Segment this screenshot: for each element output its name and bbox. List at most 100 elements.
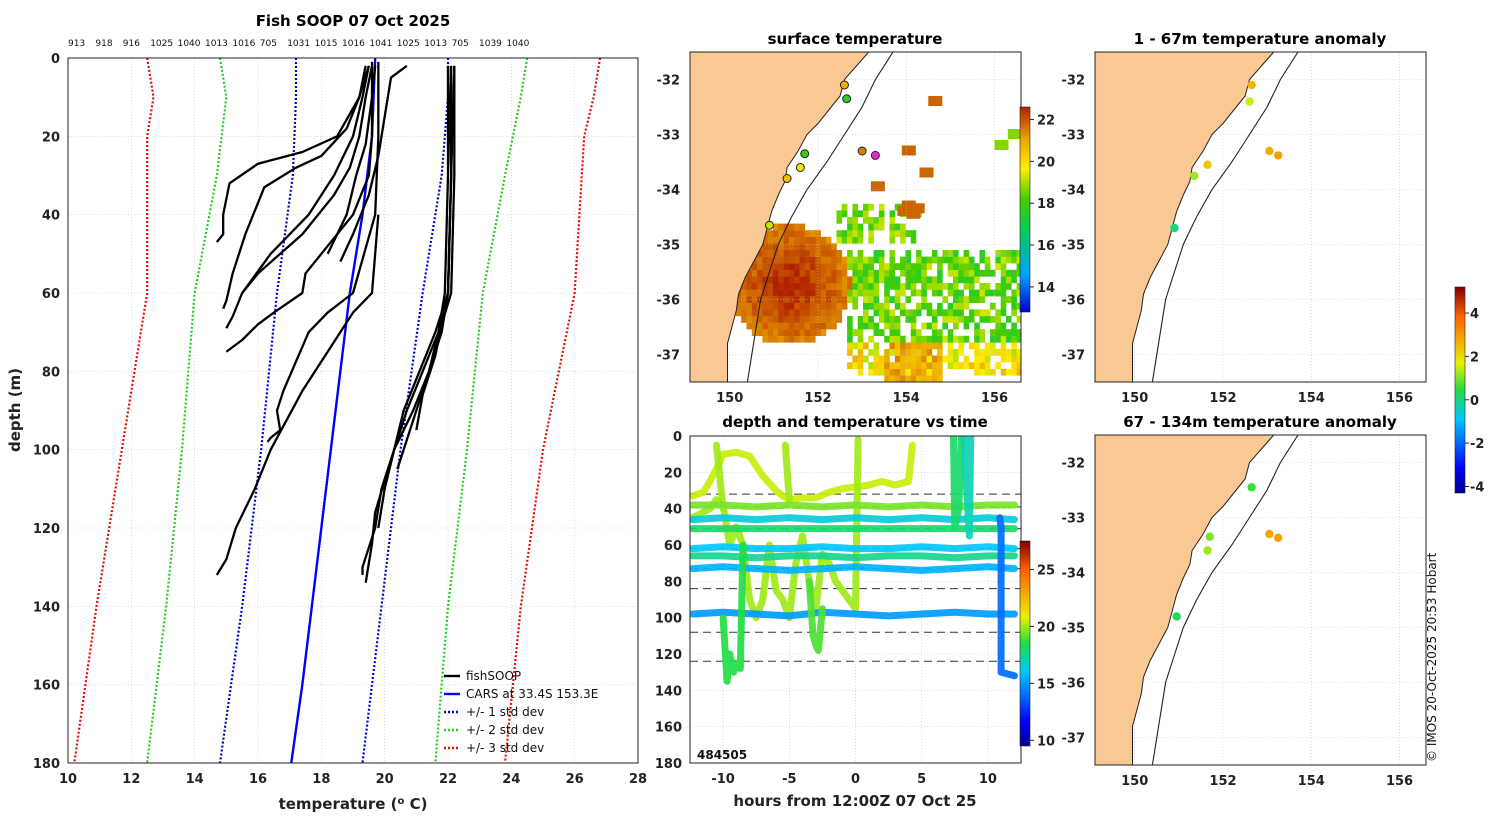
sst-cell xyxy=(921,283,927,290)
sst-cell xyxy=(868,368,874,376)
sst-cell xyxy=(910,342,917,350)
sst-cell xyxy=(788,302,795,310)
depth-time-ytick: 60 xyxy=(664,539,682,554)
watermark: © IMOS 20-Oct-2025 20:53 Hobart xyxy=(1425,552,1439,762)
sst-cell xyxy=(831,302,837,310)
sst-cell xyxy=(863,217,869,224)
profile-top-label: 1013 xyxy=(424,39,447,49)
sst-cell xyxy=(990,289,996,297)
sst-ytick: -37 xyxy=(657,349,681,364)
sst-cell xyxy=(878,269,885,277)
profile-top-label: 1040 xyxy=(178,39,201,49)
sst-cell xyxy=(963,269,970,277)
sst-cell xyxy=(889,349,896,356)
sst-cell xyxy=(783,316,790,323)
sst-cell xyxy=(825,243,832,251)
sst-cell xyxy=(757,289,763,297)
sst-cell xyxy=(746,289,753,297)
sst-cell xyxy=(783,263,790,270)
sst-cell xyxy=(916,276,922,284)
sst-cell xyxy=(994,140,1009,150)
sst-cell xyxy=(900,269,906,277)
anomaly-top-ytick: -36 xyxy=(1062,294,1086,309)
depth-time-xtick: 10 xyxy=(979,772,997,787)
sst-cell xyxy=(1016,329,1021,336)
sst-cell xyxy=(889,217,896,224)
sst-cell xyxy=(847,283,853,290)
sst-cell xyxy=(979,362,986,369)
sst-cell xyxy=(788,263,795,270)
sst-cell xyxy=(799,250,806,257)
legend-label: +/- 2 std dev xyxy=(466,723,544,737)
sst-cell xyxy=(873,355,880,363)
sst-cell xyxy=(1007,129,1021,139)
depth-time-colorbar-label: 10 xyxy=(1037,734,1055,749)
sst-cell xyxy=(852,302,858,310)
profile-top-label: 705 xyxy=(452,39,469,49)
sst-cell xyxy=(894,230,901,237)
sst-cell xyxy=(910,289,917,297)
sst-cell xyxy=(810,289,816,297)
sst-colorbar-ticks: 14 16 18 20 22 xyxy=(1030,114,1055,296)
profile-std-line-std1-right xyxy=(361,58,450,763)
sst-cell xyxy=(963,335,970,343)
sst-cell xyxy=(1011,289,1017,297)
sst-cell xyxy=(741,302,747,310)
sst-cell xyxy=(847,322,853,330)
profile-xtick: 20 xyxy=(376,772,394,787)
sst-cell xyxy=(995,309,1001,317)
sst-cell xyxy=(916,342,922,350)
sst-cell xyxy=(815,296,821,303)
sst-cell xyxy=(931,329,938,336)
sst-cell xyxy=(815,329,821,336)
sst-cell xyxy=(931,375,938,382)
sst-cell xyxy=(794,250,800,257)
sst-cell xyxy=(836,276,843,284)
sst-cell xyxy=(1006,250,1012,257)
sst-cell xyxy=(762,309,768,317)
sst-cell xyxy=(852,256,858,264)
sst-cell xyxy=(916,289,922,297)
sst-cell xyxy=(831,309,837,317)
depth-time-xtick: 0 xyxy=(851,772,860,787)
sst-cell xyxy=(974,296,980,303)
sst-cell xyxy=(900,302,906,310)
depth-time-xlabel: hours from 12:00Z 07 Oct 25 xyxy=(733,792,976,810)
sst-cell xyxy=(947,269,954,277)
sst-cell xyxy=(767,322,774,330)
sst-cell xyxy=(974,276,980,284)
sst-cell xyxy=(889,276,896,284)
sst-cell xyxy=(778,223,784,231)
sst-cell xyxy=(773,316,779,323)
sst-land xyxy=(690,52,894,382)
anomaly-bottom-map: 67 - 134m temperature anomaly 150 152 154 1… xyxy=(1062,286,1484,789)
sst-cell xyxy=(905,362,911,369)
sst-cell xyxy=(1000,269,1007,277)
sst-cell xyxy=(788,283,795,290)
sst-cell xyxy=(921,276,927,284)
sst-cell xyxy=(900,309,906,317)
sst-cell xyxy=(767,263,774,270)
anomaly-top-isobath xyxy=(1151,52,1299,382)
profile-fishsoop-line xyxy=(415,65,456,431)
sst-cell xyxy=(762,329,768,336)
sst-cell xyxy=(794,243,800,251)
legend-label: +/- 3 std dev xyxy=(466,741,544,755)
sst-cell xyxy=(878,223,885,231)
sst-cell xyxy=(884,276,890,284)
sst-cell xyxy=(878,276,885,284)
depth-time-tracks xyxy=(690,436,1018,685)
anomaly-top-xtick: 150 xyxy=(1121,391,1148,406)
profile-axes-box xyxy=(67,57,639,764)
sst-point xyxy=(842,94,852,104)
sst-cell xyxy=(794,269,800,277)
sst-cell xyxy=(778,250,784,257)
sst-cell xyxy=(910,368,917,376)
sst-cell xyxy=(767,302,774,310)
sst-cell xyxy=(958,309,964,317)
sst-cell xyxy=(900,368,906,376)
sst-cell xyxy=(910,283,917,290)
sst-cell xyxy=(916,355,922,363)
anomaly-bottom-ytick: -33 xyxy=(1062,512,1086,527)
sst-cell xyxy=(863,276,869,284)
